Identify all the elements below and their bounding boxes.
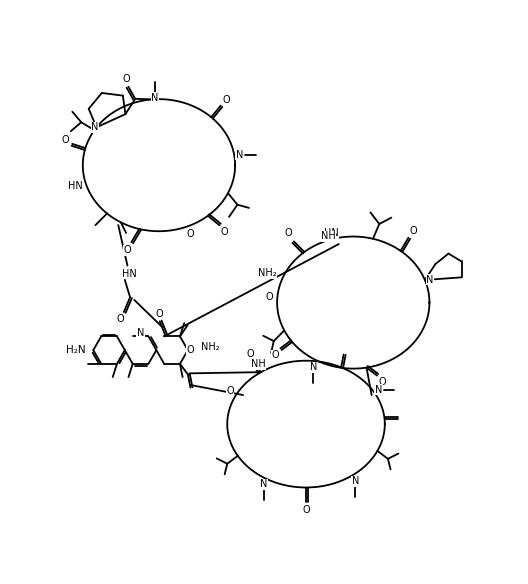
Text: O: O: [124, 245, 131, 255]
Text: N: N: [309, 362, 317, 372]
Text: N: N: [91, 122, 99, 133]
Text: O: O: [187, 228, 194, 239]
Text: O: O: [247, 349, 254, 359]
Text: N: N: [137, 328, 144, 338]
Text: O: O: [62, 135, 69, 145]
Text: HN: HN: [324, 228, 338, 238]
Text: N: N: [260, 479, 268, 489]
Text: O: O: [155, 309, 163, 319]
Text: O: O: [187, 345, 194, 355]
Text: O: O: [117, 314, 125, 325]
Text: H₂N: H₂N: [66, 345, 86, 355]
Text: O: O: [410, 226, 418, 236]
Text: NH: NH: [321, 231, 336, 241]
Text: O: O: [285, 228, 293, 238]
Text: NH₂: NH₂: [258, 268, 276, 278]
Text: O: O: [222, 95, 230, 105]
Text: O: O: [123, 74, 130, 84]
Text: N: N: [352, 477, 359, 486]
Text: O: O: [221, 227, 229, 237]
Text: NH: NH: [251, 359, 266, 369]
Text: N: N: [375, 385, 382, 395]
Text: O: O: [266, 292, 274, 302]
Text: NH₂: NH₂: [201, 342, 220, 353]
Text: O: O: [302, 505, 310, 515]
Text: N: N: [427, 275, 434, 285]
Text: N: N: [151, 93, 158, 103]
Text: O: O: [226, 386, 234, 396]
Text: HN: HN: [122, 269, 137, 279]
Text: HN: HN: [68, 180, 82, 190]
Text: N: N: [236, 150, 243, 160]
Text: O: O: [271, 350, 279, 360]
Text: O: O: [379, 377, 386, 387]
